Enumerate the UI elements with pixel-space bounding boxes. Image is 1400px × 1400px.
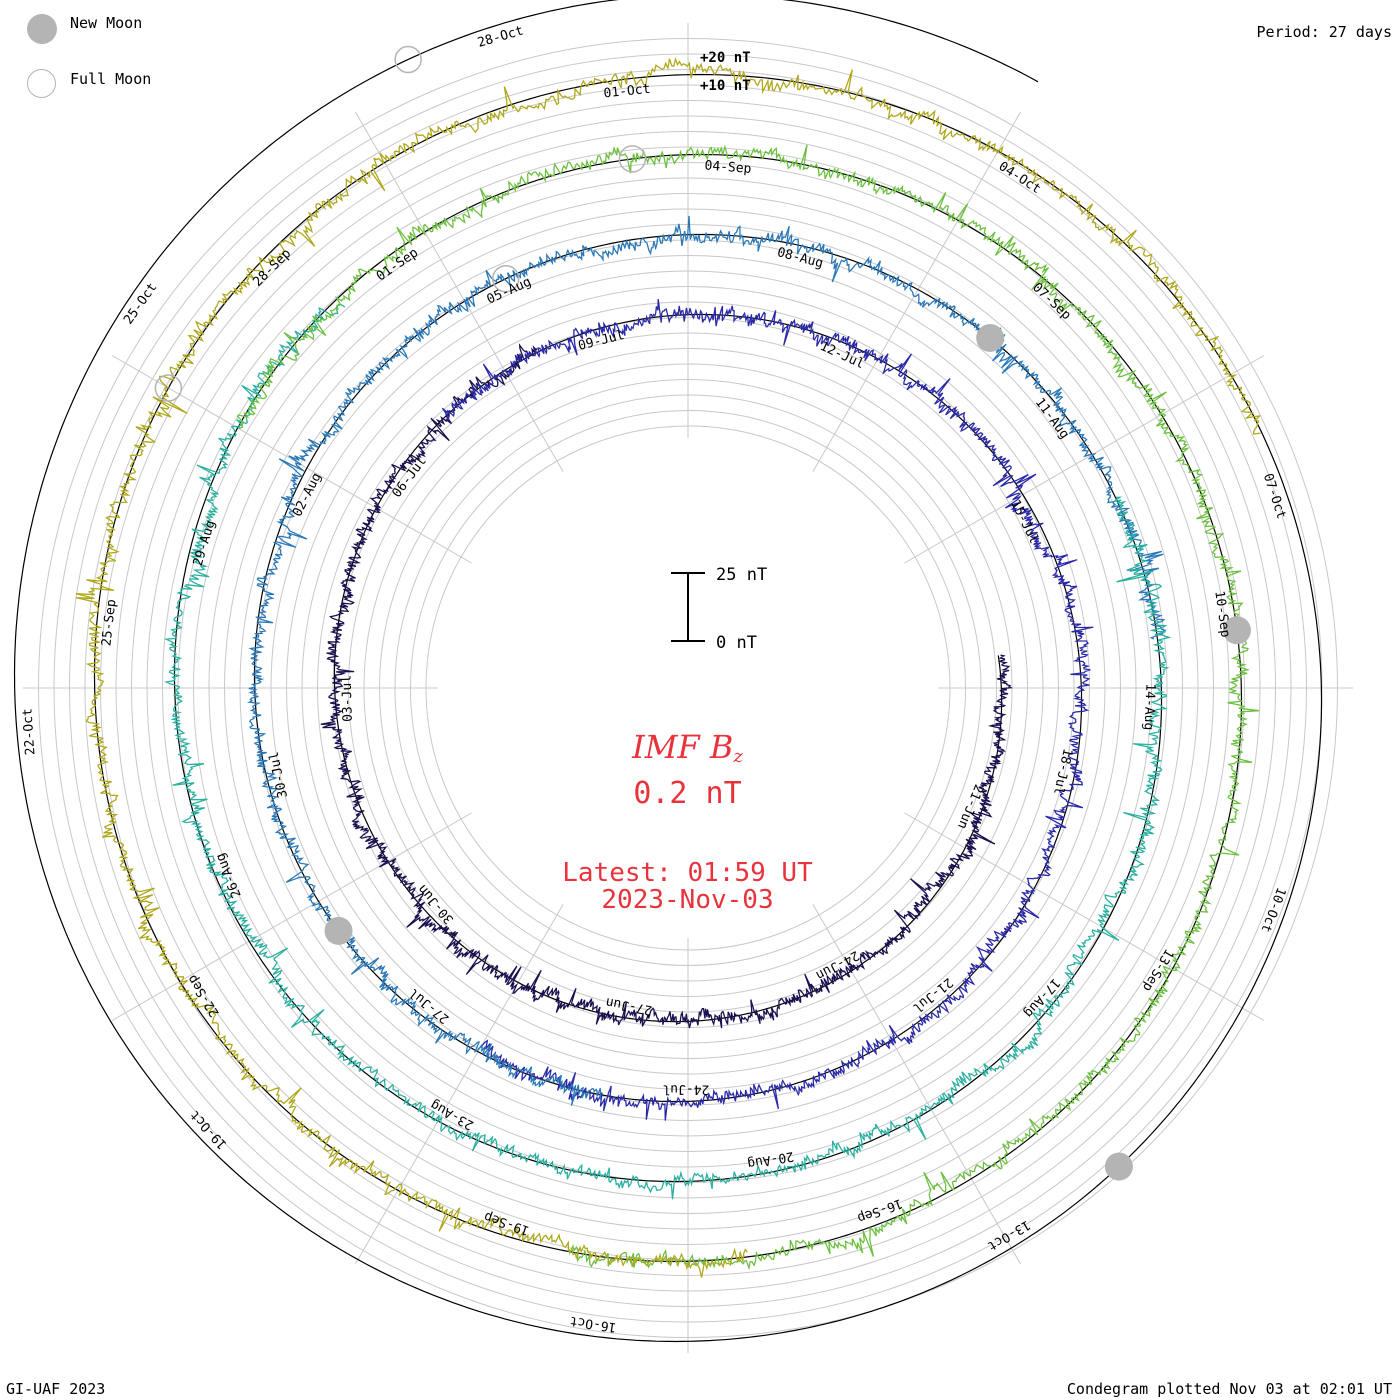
period-label: Period: 27 days (1256, 23, 1392, 41)
series-line-1 (441, 299, 1094, 1121)
date-label: 01-Oct (603, 82, 651, 102)
date-label: 27-Jun (605, 994, 654, 1017)
grid-spoke (111, 355, 472, 564)
series-line-3 (163, 303, 1172, 1200)
date-label: 10-Sep (1211, 590, 1232, 639)
new-moon-marker (1222, 616, 1251, 645)
grid-ring (332, 332, 1044, 1044)
current-value: 0.2 nT (633, 776, 742, 811)
chart-title-text: IMF B (632, 728, 734, 766)
scale-bar-top-label: 25 nT (716, 565, 767, 585)
date-label: 11-Aug (1032, 395, 1072, 442)
new-moon-legend-label: New Moon (70, 14, 143, 32)
date-label: 28-Oct (476, 23, 525, 50)
legend: New Moon Full Moon (26, 10, 226, 100)
date-label: 19-Oct (187, 1107, 230, 1152)
full-moon-marker (618, 145, 647, 173)
scale-bar: 25 nT 0 nT (671, 565, 767, 653)
full-moon-legend-label: Full Moon (70, 70, 152, 88)
date-label: 24-Jul (662, 1081, 709, 1096)
latest-date: 2023-Nov-03 (601, 885, 774, 915)
new-moon-marker (324, 916, 353, 945)
outer-scale-label-10: +10 nT (700, 78, 751, 94)
date-label: 29-Aug (191, 519, 219, 568)
series-line-5 (75, 57, 1262, 1278)
chart-title-subscript: z (733, 746, 743, 768)
series-line-0 (320, 343, 1014, 1029)
outer-scale-labels: +20 nT +10 nT (700, 50, 751, 94)
grid-spoke (355, 904, 564, 1265)
moon-markers (154, 45, 1251, 1181)
credit-label: GI-UAF 2023 (6, 1380, 106, 1398)
outer-scale-label-20: +20 nT (700, 50, 751, 66)
series-line-4 (236, 144, 1260, 1271)
date-label: 22-Oct (20, 708, 38, 756)
grid-spoke (904, 355, 1265, 564)
baseline-spiral (13, 0, 1323, 1343)
day-rings (13, 0, 1323, 1343)
latest-time: Latest: 01:59 UT (562, 858, 813, 888)
date-label: 01-Sep (374, 245, 421, 284)
date-label: 12-Jul (818, 339, 867, 372)
grid-spoke (111, 812, 472, 1021)
date-label: 07-Oct (1260, 472, 1289, 521)
date-label: 25-Oct (121, 280, 160, 327)
date-label: 16-Oct (569, 1313, 618, 1335)
date-label: 14-Aug (1141, 683, 1158, 731)
grid-spoke (812, 111, 1021, 472)
full-moon-legend-icon (27, 69, 56, 98)
date-label: 25-Sep (99, 598, 119, 647)
grid-spoke (812, 904, 1021, 1265)
new-moon-marker (976, 323, 1005, 352)
scale-bar-bottom-label: 0 nT (716, 633, 757, 653)
full-moon-marker (154, 374, 183, 402)
date-label: 13-Oct (985, 1217, 1033, 1254)
chart-title: IMF Bz (0, 728, 1375, 767)
full-moon-marker (394, 45, 422, 74)
grid-spoke (355, 111, 564, 472)
grid-ring (348, 348, 1028, 1028)
grid-spoke (904, 812, 1265, 1021)
new-moon-legend-icon (27, 14, 57, 44)
new-moon-marker (1104, 1152, 1133, 1181)
full-moon-marker (492, 264, 520, 293)
plotted-label: Condegram plotted Nov 03 at 02:01 UT (1066, 1380, 1392, 1398)
date-label: 04-Sep (704, 158, 752, 177)
date-label: 03-Jul (340, 675, 356, 722)
date-label: 28-Sep (250, 246, 294, 290)
